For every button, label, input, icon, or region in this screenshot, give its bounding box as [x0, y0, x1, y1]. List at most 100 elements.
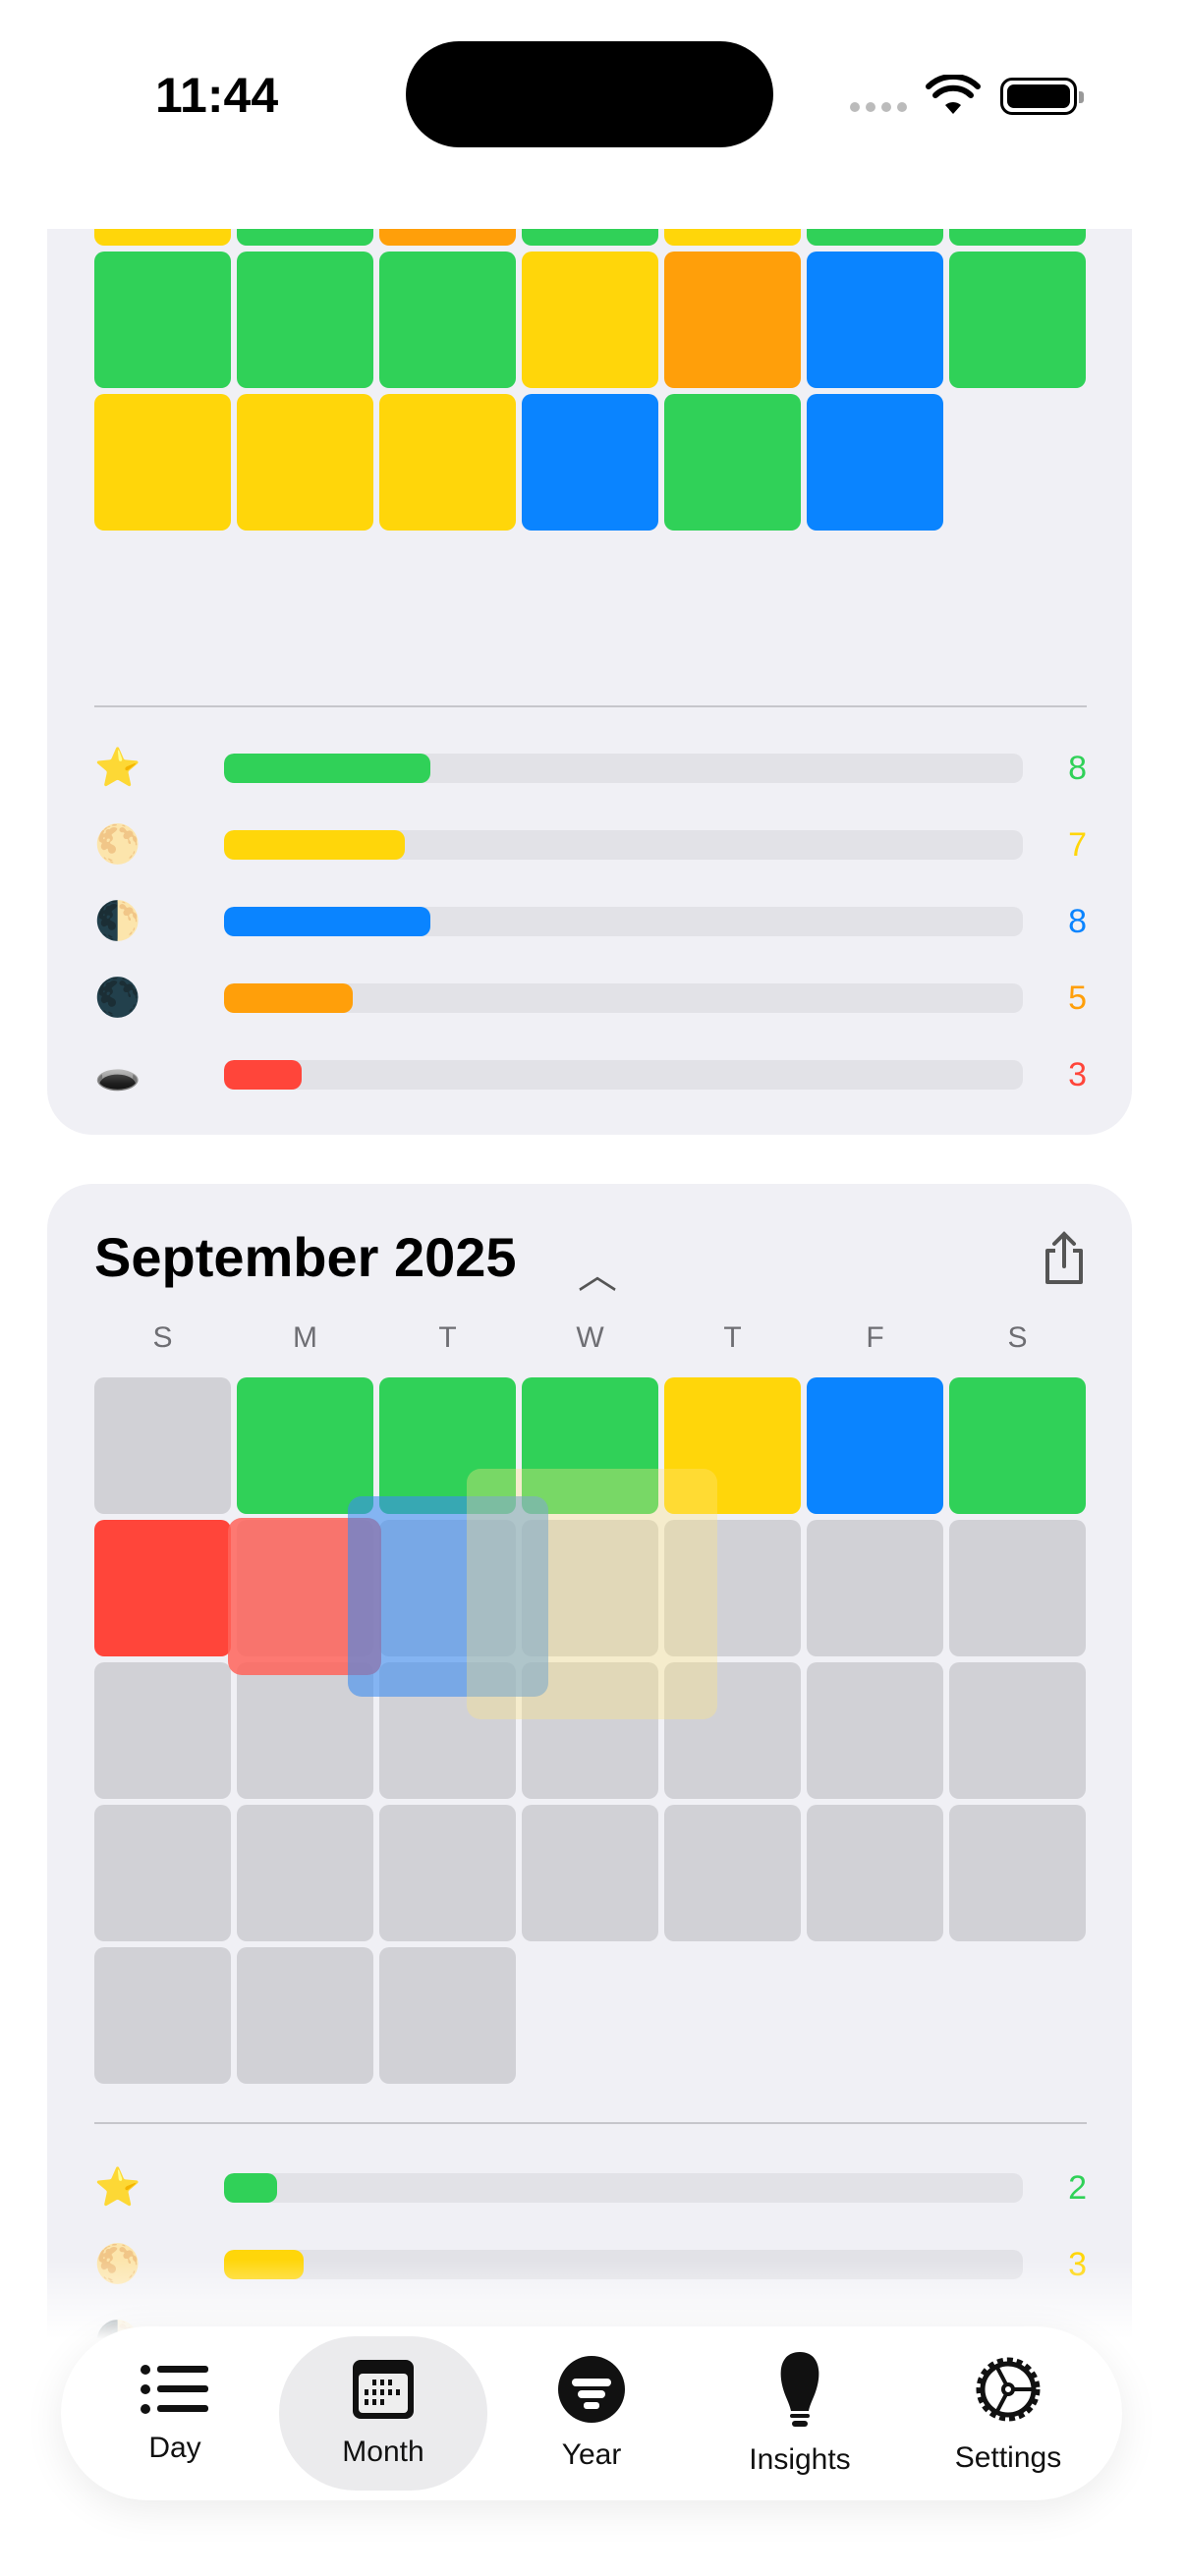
progress-track — [224, 983, 1023, 1013]
day-cell[interactable] — [237, 1377, 373, 1514]
day-cell[interactable] — [949, 1377, 1086, 1514]
mood-icon: ⭐ — [94, 2167, 141, 2209]
day-cell[interactable] — [522, 394, 658, 531]
tab-label: Settings — [954, 2441, 1062, 2474]
weekday-label: T — [723, 1321, 742, 1354]
day-cell[interactable] — [94, 1805, 231, 1941]
mood-count: 8 — [1068, 750, 1087, 787]
day-cell[interactable] — [94, 252, 231, 388]
calendar-icon — [351, 2358, 416, 2426]
tab-label: Month — [342, 2436, 424, 2468]
empty-cell — [522, 1947, 658, 2084]
mood-count: 3 — [1068, 1056, 1087, 1093]
tab-label: Year — [561, 2438, 622, 2471]
day-cell[interactable] — [522, 252, 658, 388]
mood-stat-row: 🌑 5 — [94, 977, 1087, 1020]
drag-ghost-yellow — [467, 1469, 717, 1719]
battery-icon — [1000, 78, 1084, 115]
day-cell[interactable] — [807, 394, 943, 531]
day-cell[interactable] — [237, 394, 373, 531]
weekday-label: S — [1007, 1321, 1028, 1354]
tab-bar: Day Month Year Insights Settings — [61, 2326, 1122, 2500]
day-cell[interactable] — [664, 394, 801, 531]
tab-label: Insights — [749, 2443, 851, 2476]
chevron-up-icon[interactable]: ︿ — [578, 1254, 617, 1297]
mood-icon: ⭐ — [94, 748, 141, 789]
cellular-signal-icon — [850, 102, 907, 112]
day-cell[interactable] — [522, 1805, 658, 1941]
day-cell[interactable] — [379, 394, 516, 531]
day-cell[interactable] — [807, 1520, 943, 1656]
day-cell[interactable] — [237, 252, 373, 388]
day-cell[interactable] — [94, 1662, 231, 1799]
tab-day[interactable]: Day — [71, 2336, 279, 2491]
day-cell[interactable] — [94, 1377, 231, 1514]
mood-icon: 🕳️ — [94, 1054, 141, 1095]
day-cell[interactable] — [949, 1805, 1086, 1941]
day-cell[interactable] — [949, 1520, 1086, 1656]
empty-cell — [949, 394, 1086, 531]
empty-cell — [949, 1947, 1086, 2084]
day-cell[interactable] — [379, 1805, 516, 1941]
month-title[interactable]: September 2025 — [94, 1226, 517, 1288]
day-cell[interactable] — [664, 1377, 801, 1514]
progress-track — [224, 830, 1023, 860]
divider — [94, 2122, 1087, 2124]
day-cell[interactable] — [807, 1805, 943, 1941]
empty-cell — [807, 1947, 943, 2084]
day-cell[interactable] — [664, 1805, 801, 1941]
divider — [94, 705, 1087, 707]
mood-stat-row: 🌕 7 — [94, 823, 1087, 867]
day-cell[interactable] — [949, 1662, 1086, 1799]
day-cell[interactable] — [949, 252, 1086, 388]
list-icon — [140, 2362, 210, 2422]
day-cell[interactable] — [807, 252, 943, 388]
mood-icon: 🌑 — [94, 978, 141, 1019]
month-card-august: ⭐ 8 🌕 7 🌓 8 🌑 5 🕳️ 3 — [47, 93, 1132, 1135]
day-cell[interactable] — [379, 252, 516, 388]
day-cell[interactable] — [522, 1377, 658, 1514]
day-cell[interactable] — [94, 394, 231, 531]
day-cell[interactable] — [94, 1520, 231, 1656]
weekday-label: M — [293, 1321, 317, 1354]
weekday-label: S — [152, 1321, 173, 1354]
day-cell[interactable] — [94, 1947, 231, 2084]
progress-fill — [224, 2173, 278, 2203]
empty-cell — [664, 1947, 801, 2084]
drag-ghost-blue — [348, 1496, 548, 1697]
mood-count: 5 — [1068, 980, 1087, 1017]
tab-month[interactable]: Month — [279, 2336, 487, 2491]
progress-fill — [224, 983, 354, 1013]
day-cell[interactable] — [237, 1805, 373, 1941]
weekday-label: T — [438, 1321, 457, 1354]
day-cell[interactable] — [379, 1947, 516, 2084]
mood-stat-row: 🕳️ 3 — [94, 1053, 1087, 1096]
progress-track — [224, 754, 1023, 783]
day-cell[interactable] — [664, 1520, 801, 1656]
mood-icon: 🌓 — [94, 901, 141, 942]
progress-track — [224, 2173, 1023, 2203]
dynamic-island — [406, 41, 773, 147]
day-cell[interactable] — [237, 1947, 373, 2084]
day-cell[interactable] — [664, 252, 801, 388]
day-cell[interactable] — [807, 1662, 943, 1799]
lightbulb-icon — [775, 2350, 824, 2434]
day-cell[interactable] — [664, 1662, 801, 1799]
day-cell[interactable] — [379, 1377, 516, 1514]
progress-track — [224, 907, 1023, 936]
day-cell[interactable] — [807, 1377, 943, 1514]
tab-year[interactable]: Year — [487, 2336, 696, 2491]
tab-settings[interactable]: Settings — [904, 2336, 1112, 2491]
progress-fill — [224, 754, 430, 783]
mood-count: 2 — [1068, 2169, 1087, 2207]
mood-stat-row: 🌓 8 — [94, 900, 1087, 943]
tab-insights[interactable]: Insights — [696, 2336, 904, 2491]
share-icon[interactable] — [1040, 1231, 1089, 1286]
mood-stat-row: ⭐ 2 — [94, 2166, 1087, 2210]
clock: 11:44 — [155, 68, 279, 123]
progress-fill — [224, 830, 405, 860]
status-bar: 11:44 — [0, 0, 1185, 229]
wifi-icon — [926, 75, 981, 114]
